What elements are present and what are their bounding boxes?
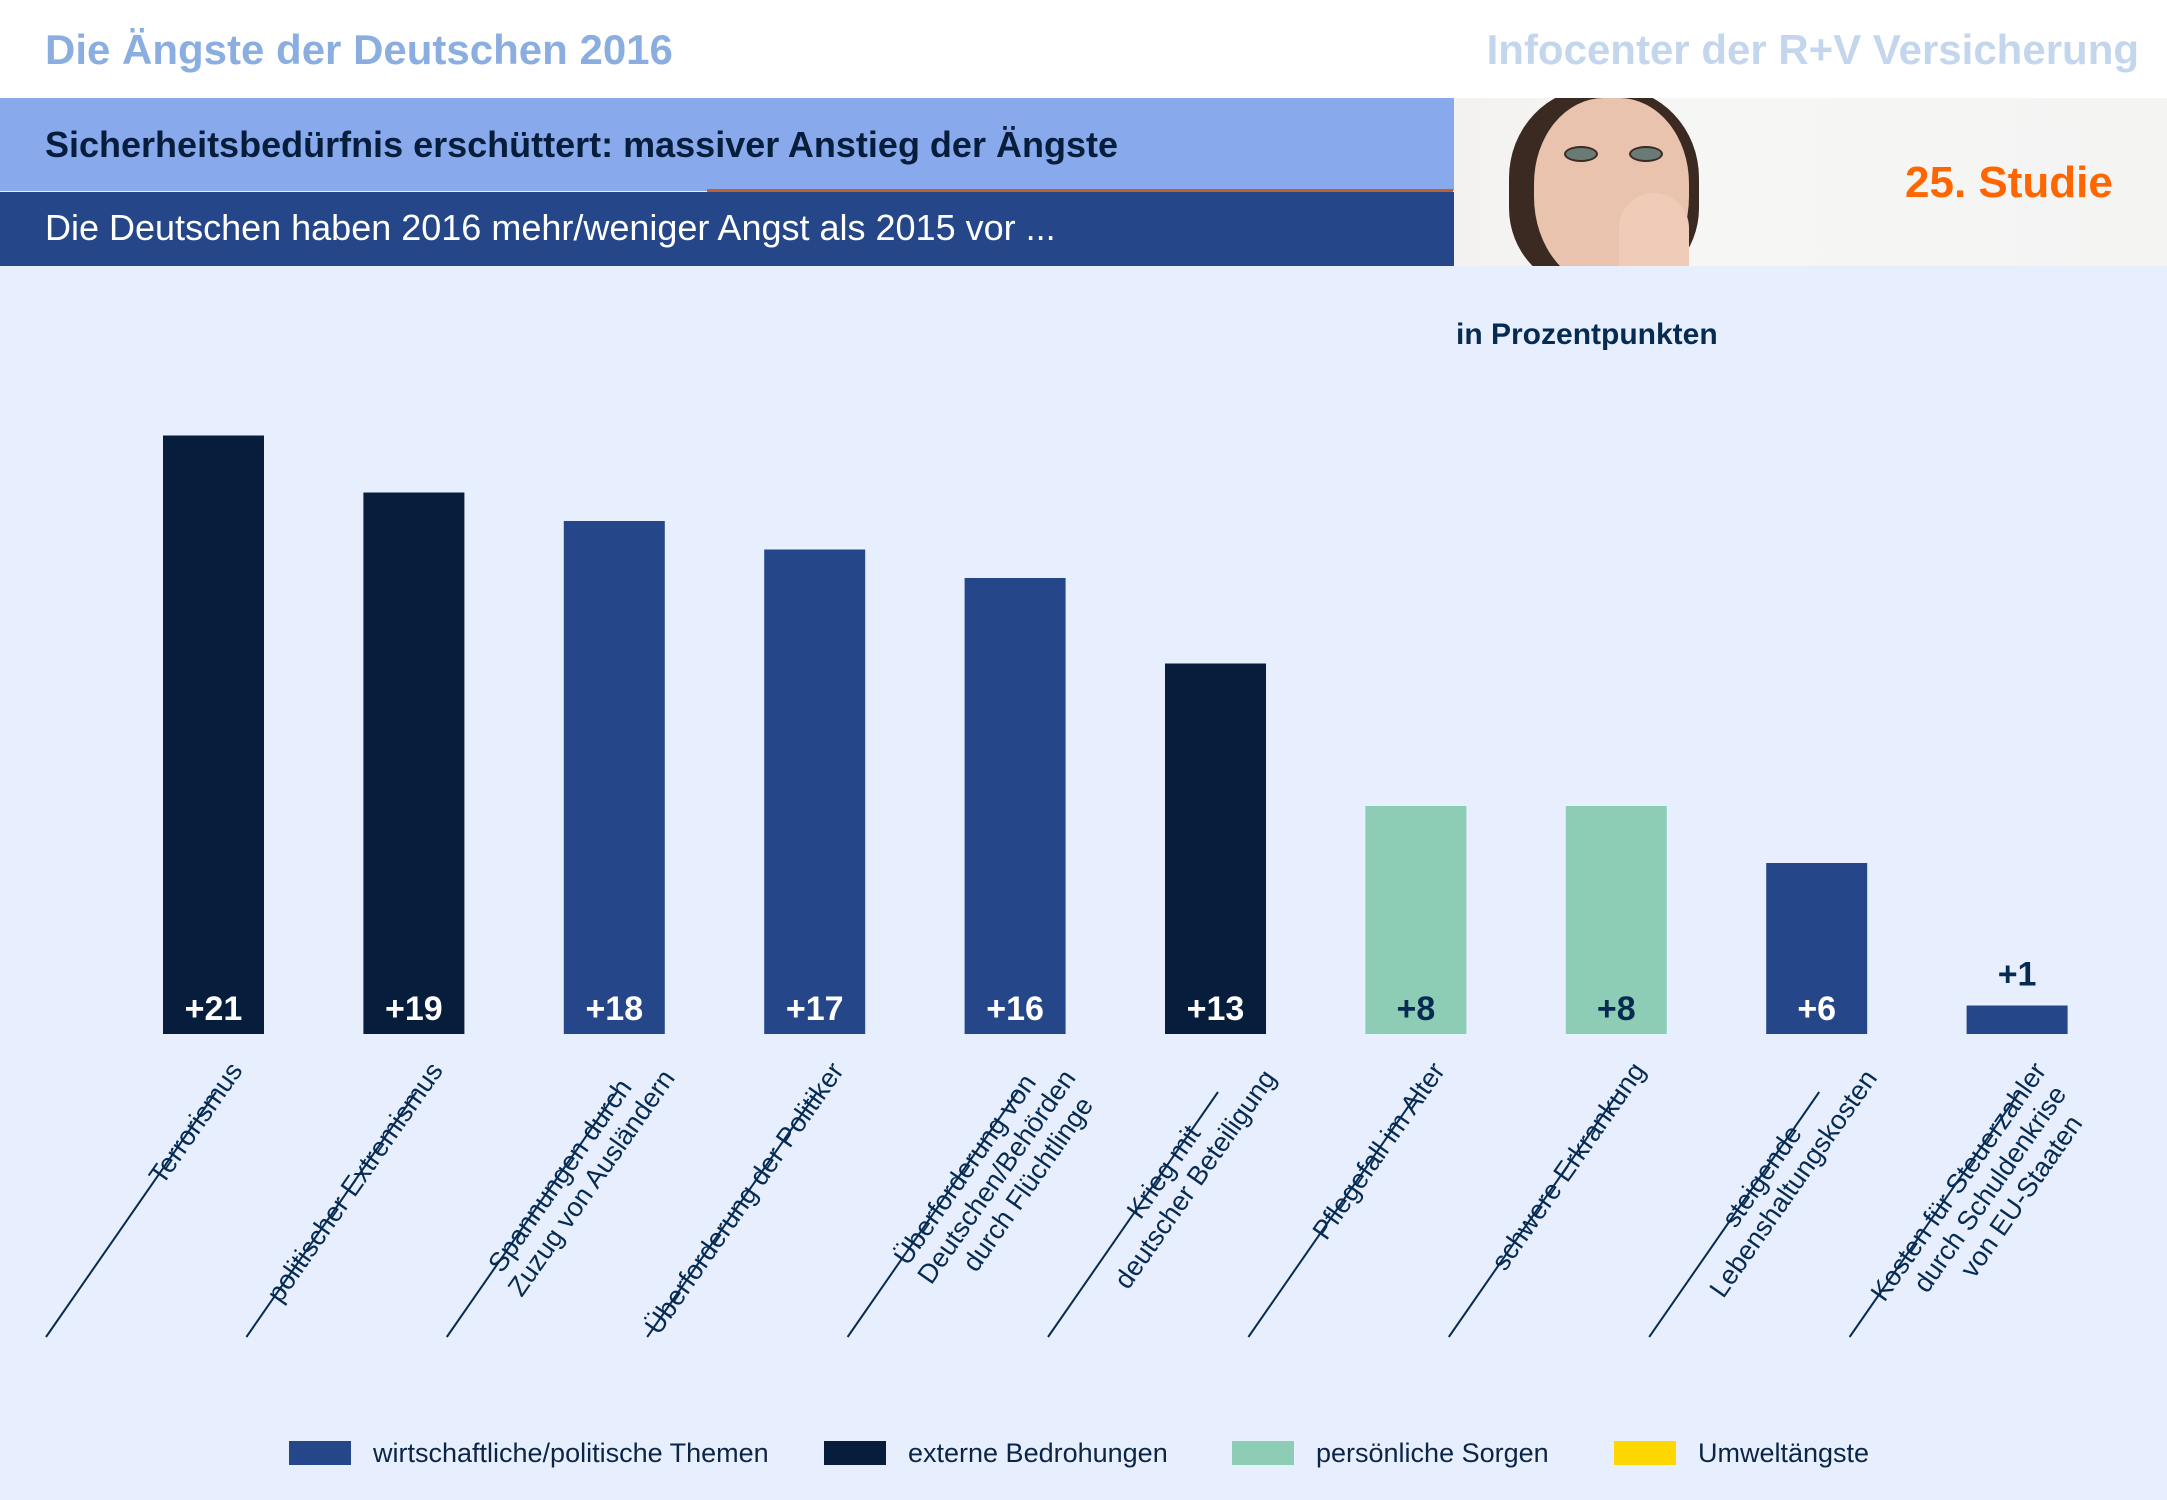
legend-item-umwelt: Umweltängste xyxy=(1614,1437,1870,1468)
value-label: +18 xyxy=(585,990,643,1028)
accent-divider xyxy=(707,189,1453,192)
category-label-line: politischer Extremismus xyxy=(261,1057,449,1308)
category-label-line: Terrorismus xyxy=(143,1057,248,1190)
value-label: +6 xyxy=(1797,990,1836,1028)
bar-9 xyxy=(1766,863,1868,1034)
category-label-line: Überforderung der Politiker xyxy=(639,1057,850,1340)
category-separator xyxy=(1447,1091,1620,1338)
value-label: +17 xyxy=(786,990,844,1028)
photo-eye-right xyxy=(1629,146,1663,162)
category-separator xyxy=(1848,1091,2021,1338)
chart-question: Die Deutschen haben 2016 mehr/weniger An… xyxy=(45,207,1056,248)
category-label: Überforderung der Politiker xyxy=(639,1057,850,1340)
category-separator xyxy=(1648,1091,1821,1338)
bar-5 xyxy=(964,578,1066,1034)
bar-2 xyxy=(363,492,465,1034)
legend-item-wirtschaftlich: wirtschaftliche/politische Themen xyxy=(289,1437,769,1468)
legend-swatch xyxy=(1614,1441,1676,1465)
bar-8 xyxy=(1565,806,1667,1034)
subline-band xyxy=(0,192,1454,266)
legend-label: Umweltängste xyxy=(1698,1437,1870,1468)
bar-3 xyxy=(563,521,665,1034)
category-separator xyxy=(245,1091,418,1338)
brand-label: Infocenter der R+V Versicherung xyxy=(1486,26,2139,73)
legend-label: wirtschaftliche/politische Themen xyxy=(373,1437,769,1468)
legend-label: externe Bedrohungen xyxy=(908,1437,1168,1468)
top-strip xyxy=(0,0,2167,98)
legend-item-extern: externe Bedrohungen xyxy=(824,1437,1168,1468)
headline: Sicherheitsbedürfnis erschüttert: massiv… xyxy=(45,124,1118,165)
bar-4 xyxy=(764,549,866,1034)
category-separator xyxy=(846,1091,1019,1338)
bar-10 xyxy=(1966,1005,2068,1034)
value-label: +21 xyxy=(185,990,243,1028)
legend-label: persönliche Sorgen xyxy=(1316,1437,1549,1468)
category-label: Terrorismus xyxy=(143,1057,248,1190)
bar-7 xyxy=(1365,806,1467,1034)
category-label-line: schwere Erkrankung xyxy=(1485,1057,1651,1276)
category-label-line: deutscher Beteiligung xyxy=(1108,1064,1282,1294)
category-separator xyxy=(1047,1091,1219,1338)
value-label: +13 xyxy=(1187,990,1245,1028)
category-separator xyxy=(445,1091,618,1338)
chart-legend: wirtschaftliche/politische Themen externe… xyxy=(0,1437,2167,1470)
bar-chart: +21 Terrorismus +19 politischer Extremismus… xyxy=(45,435,2089,1340)
value-label: +1 xyxy=(1998,956,2037,994)
document-title: Die Ängste der Deutschen 2016 xyxy=(45,26,673,73)
legend-swatch xyxy=(289,1441,351,1465)
category-label-line: Pflegefall im Alter xyxy=(1307,1057,1451,1245)
category-label: Pflegefall im Alter xyxy=(1307,1057,1451,1245)
category-separator xyxy=(1247,1091,1420,1338)
category-label: politischer Extremismus xyxy=(261,1057,449,1308)
category-label-line: Zuzug von Ausländern xyxy=(502,1064,681,1301)
value-label: +8 xyxy=(1597,990,1636,1028)
photo-eye-left xyxy=(1564,146,1598,162)
photo-hand xyxy=(1619,193,1689,266)
bar-6 xyxy=(1165,663,1266,1034)
category-separator xyxy=(646,1091,819,1338)
category-separator xyxy=(45,1091,217,1338)
legend-swatch xyxy=(824,1441,886,1465)
bar-1 xyxy=(163,435,264,1034)
study-number: 25. Studie xyxy=(1905,158,2113,207)
value-label: +8 xyxy=(1397,990,1436,1028)
value-label: +16 xyxy=(986,990,1044,1028)
value-label: +19 xyxy=(385,990,443,1028)
headline-band xyxy=(0,98,1454,191)
worried-woman-photo xyxy=(1454,98,2167,266)
legend-item-persoenlich: persönliche Sorgen xyxy=(1232,1437,1549,1468)
category-label: Überforderung vonDeutschen/Behördendurch… xyxy=(888,1064,1099,1289)
category-label: schwere Erkrankung xyxy=(1485,1057,1651,1276)
category-label-line: Lebenshaltungskosten xyxy=(1704,1064,1884,1303)
legend-swatch xyxy=(1232,1441,1294,1465)
unit-label: in Prozentpunkten xyxy=(1456,318,1718,351)
